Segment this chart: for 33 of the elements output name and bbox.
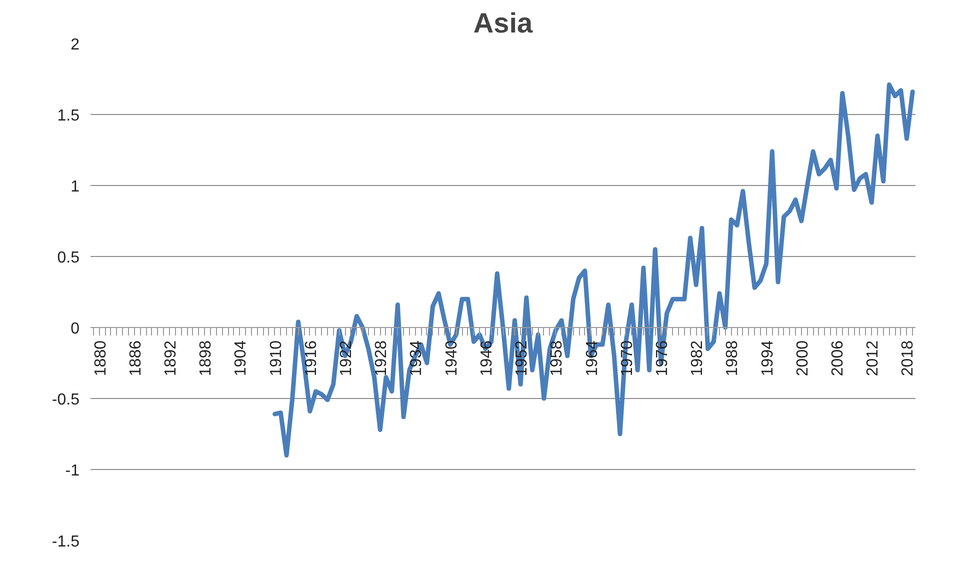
- x-tick-label: 1904: [232, 340, 250, 376]
- x-tick-label: 2000: [794, 340, 812, 376]
- x-tick-label: 1886: [127, 340, 144, 376]
- x-tick-label: 1958: [548, 340, 566, 376]
- x-tick-label: 1970: [618, 340, 636, 376]
- x-tick-label: 1916: [302, 340, 320, 376]
- x-tick-label: 2006: [830, 340, 847, 376]
- x-tick-label: 1880: [92, 340, 110, 376]
- x-tick-label: 1928: [373, 340, 390, 376]
- x-tick-label: 1976: [654, 340, 671, 376]
- x-tick-label: 2012: [864, 340, 882, 376]
- x-tick-label: 1982: [689, 340, 706, 376]
- x-tick-label: 1988: [724, 340, 742, 376]
- x-tick-label: 1940: [443, 340, 460, 376]
- y-tick-label: 0.5: [57, 250, 80, 266]
- x-tick-label: 1892: [162, 340, 180, 376]
- x-tick-label: 1898: [198, 340, 215, 376]
- x-tick-label: 1952: [514, 340, 531, 376]
- x-tick-label: 1910: [268, 340, 285, 376]
- x-tick-label: 1994: [759, 340, 776, 376]
- y-tick-label: 1: [70, 178, 80, 196]
- x-tick-label: 1922: [338, 340, 356, 376]
- y-tick-label: -1.5: [52, 534, 80, 550]
- x-tick-label: 1964: [584, 340, 601, 376]
- y-tick-label: -0.5: [52, 392, 80, 408]
- x-tick-label: 1946: [478, 340, 496, 376]
- y-tick-label: 0: [70, 320, 80, 338]
- y-tick-label: -1: [65, 462, 80, 480]
- chart-title: Asia: [473, 8, 533, 38]
- y-tick-label: 1.5: [57, 108, 80, 124]
- x-tick-label: 1934: [408, 340, 426, 376]
- y-tick-label: 2: [70, 36, 80, 54]
- x-tick-label: 2018: [900, 340, 917, 376]
